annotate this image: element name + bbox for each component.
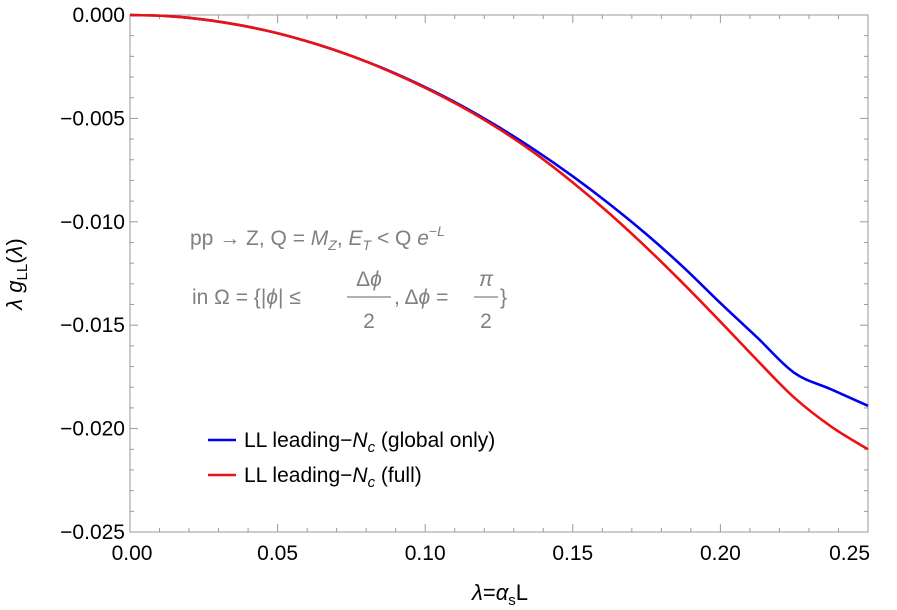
x-tick-labels: 0.00 0.05 0.10 0.15 0.20 0.25 xyxy=(112,542,870,565)
plot-frame xyxy=(129,14,869,533)
legend: LL leading−Nc (global only) LL leading−N… xyxy=(208,429,495,491)
annotation-line1: pp → Z, Q = MZ, ET < Q e−L xyxy=(190,223,445,253)
legend-label-full: LL leading−Nc (full) xyxy=(244,464,422,491)
y-tick-label: −0.015 xyxy=(60,314,125,337)
y-tick-label: −0.010 xyxy=(60,211,125,234)
x-tick-label: 0.10 xyxy=(405,542,446,565)
annotation: pp → Z, Q = MZ, ET < Q e−L in Ω = {|ϕ| ≤… xyxy=(190,223,507,333)
x-axis-label: λ=αsL xyxy=(471,580,528,609)
annotation-line2-close: } xyxy=(500,286,507,309)
annotation-frac1-num: Δϕ xyxy=(356,268,382,291)
annotation-frac2-den: 2 xyxy=(480,310,492,333)
x-tick-label: 0.25 xyxy=(829,542,870,565)
series-line-global-only xyxy=(129,13,869,408)
annotation-line2-mid: , Δϕ = xyxy=(394,286,448,309)
x-tick-label: 0.20 xyxy=(700,542,741,565)
annotation-frac2-num: π xyxy=(479,268,494,291)
y-tick-labels: 0.000 −0.005 −0.010 −0.015 −0.020 −0.025 xyxy=(60,4,125,544)
y-tick-label: 0.000 xyxy=(72,4,125,27)
y-tick-label: −0.025 xyxy=(60,521,125,544)
series-layer xyxy=(129,13,869,451)
x-tick-label: 0.15 xyxy=(552,542,593,565)
y-tick-label: −0.020 xyxy=(60,418,125,441)
annotation-frac1-den: 2 xyxy=(363,310,375,333)
y-tick-label: −0.005 xyxy=(60,107,125,130)
x-tick-label: 0.05 xyxy=(257,542,298,565)
series-line-full xyxy=(129,13,869,451)
x-tick-label: 0.00 xyxy=(112,542,153,565)
axis-ticks xyxy=(129,14,869,533)
y-axis-label: λ gLL(λ) xyxy=(2,238,31,310)
legend-label-global: LL leading−Nc (global only) xyxy=(244,429,495,456)
annotation-line2-left: in Ω = {|ϕ| ≤ xyxy=(192,286,301,309)
